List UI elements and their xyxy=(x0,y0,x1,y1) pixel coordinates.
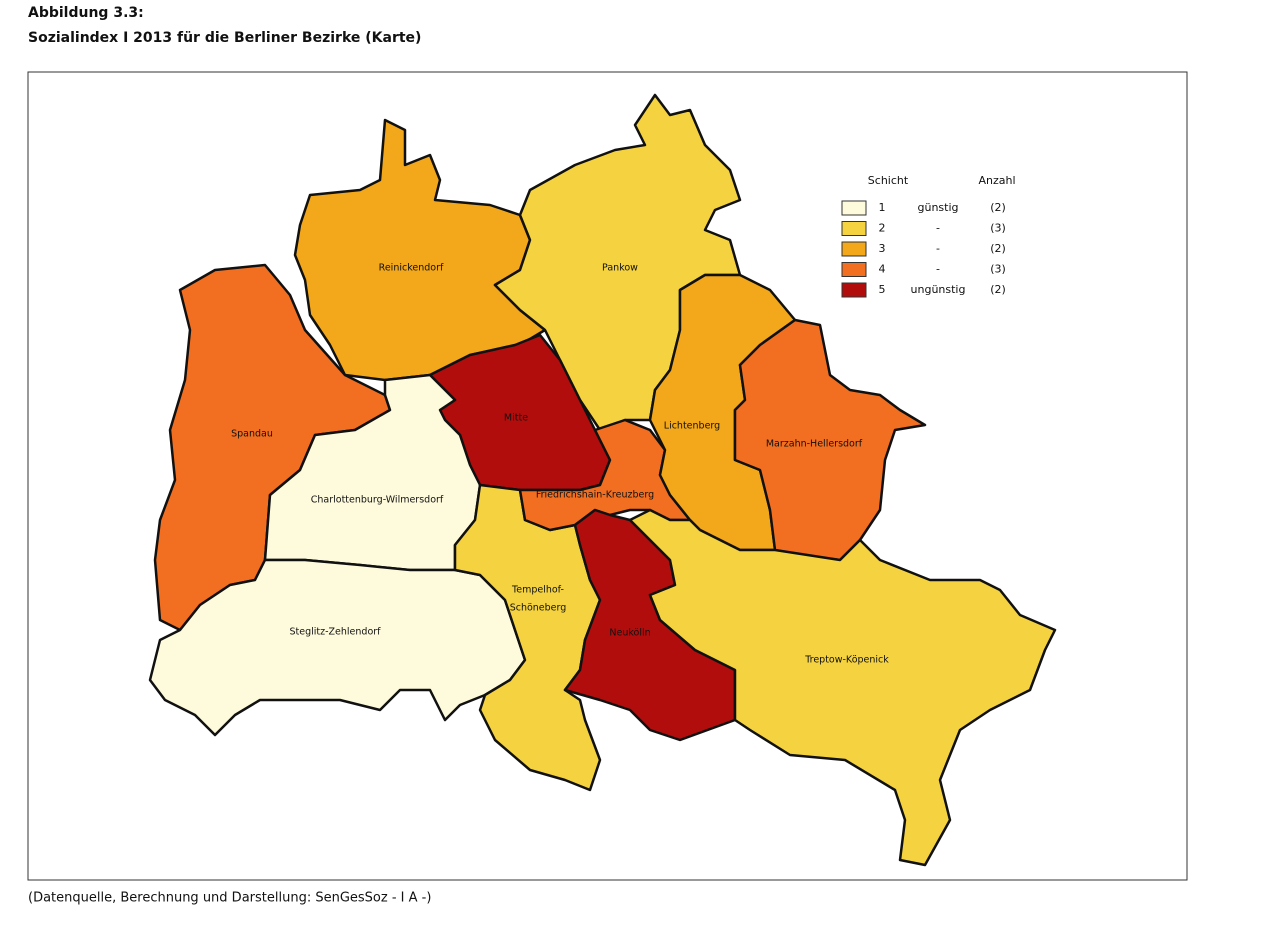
legend-swatch xyxy=(841,262,867,277)
district-area xyxy=(733,318,927,562)
legend-swatch xyxy=(841,282,867,298)
legend-swatch xyxy=(841,241,867,257)
legend-class: 1 xyxy=(879,201,886,214)
district-label: Schöneberg xyxy=(510,603,567,614)
districts xyxy=(148,93,1057,867)
legend-count: (2) xyxy=(990,242,1006,255)
legend-label: ungünstig xyxy=(911,283,966,296)
legend-label: günstig xyxy=(917,201,958,214)
legend-swatch xyxy=(841,200,867,216)
legend: 1 günstig (2) 2 - (3) 3 - (2) 4 - (3) 5 ungünstig (2) xyxy=(841,200,1006,298)
district-area xyxy=(628,508,1057,867)
district-label: Neukölln xyxy=(609,628,650,639)
legend-label: - xyxy=(936,242,940,255)
legend-class-header: Schicht xyxy=(868,174,909,187)
legend-swatch xyxy=(841,221,867,236)
district-labels: Spandau Reinickendorf Pankow Mitte Charlotte… xyxy=(231,263,889,666)
district-label: Lichtenberg xyxy=(664,421,720,432)
legend-class: 2 xyxy=(879,222,886,235)
legend-class: 5 xyxy=(879,283,886,296)
district-label: Marzahn-Hellersdorf xyxy=(766,439,863,450)
legend-count: (2) xyxy=(990,201,1006,214)
figure-title: Sozialindex I 2013 für die Berliner Bezi… xyxy=(28,30,421,46)
legend-count: (3) xyxy=(990,222,1006,235)
legend-class: 3 xyxy=(879,242,886,255)
source-note: (Datenquelle, Berechnung und Darstellung… xyxy=(28,891,431,906)
district-label: Steglitz-Zehlendorf xyxy=(289,627,381,638)
district-label: Reinickendorf xyxy=(379,263,444,274)
legend-label: - xyxy=(936,222,940,235)
legend-count: (2) xyxy=(990,283,1006,296)
district-label: Tempelhof- xyxy=(511,585,564,596)
legend-label: - xyxy=(936,263,940,276)
legend-count-header: Anzahl xyxy=(978,174,1015,187)
legend-class: 4 xyxy=(879,263,886,276)
district-label: Charlottenburg-Wilmersdorf xyxy=(311,495,444,506)
district-label: Pankow xyxy=(602,263,638,274)
district-label: Spandau xyxy=(231,429,273,440)
district-label: Friedrichshain-Kreuzberg xyxy=(536,490,654,501)
district-label: Treptow-Köpenick xyxy=(804,655,889,666)
district-label: Mitte xyxy=(504,413,528,424)
legend-count: (3) xyxy=(990,263,1006,276)
figure-number: Abbildung 3.3: xyxy=(28,5,144,21)
